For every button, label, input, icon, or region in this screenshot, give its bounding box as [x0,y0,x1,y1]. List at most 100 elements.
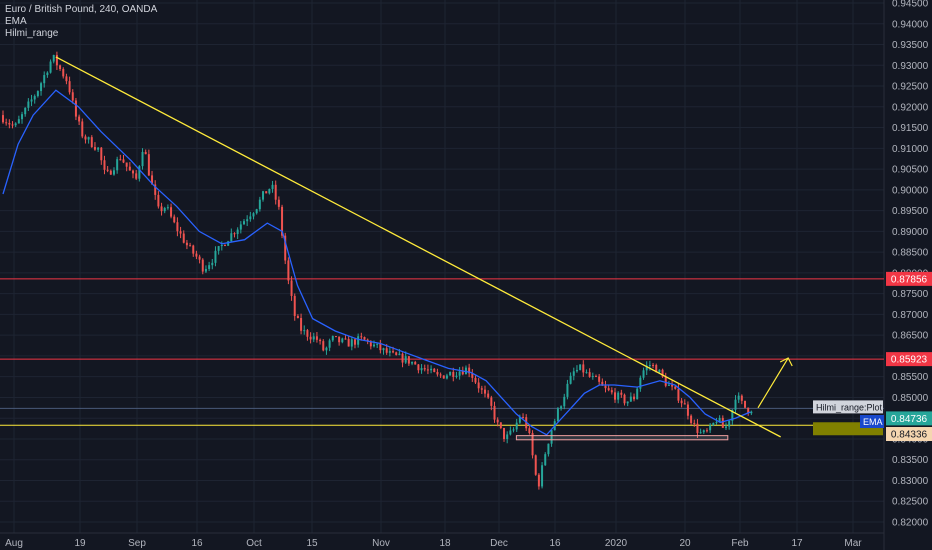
candle-body [623,394,626,404]
candle-body [71,92,74,101]
candle-body [601,381,604,386]
candle-body [686,404,689,416]
candle-body [468,367,471,374]
candle-body [537,474,540,487]
candle-body [100,147,103,161]
ema-price-tag-bg [886,427,932,442]
x-tick-label: Oct [246,538,262,549]
candle-body [268,188,271,194]
candle-body [195,253,198,257]
candle-body [43,75,46,84]
candle-body [750,411,753,414]
hilmi-range-plot-label-upper: Hilmi_range:Plot [813,400,883,414]
candle-body [322,341,325,351]
candle-body [541,465,544,487]
candle-body [262,191,265,200]
candle-body [572,371,575,376]
candle-body [239,224,242,230]
candle-body [633,396,636,400]
candle-body [338,336,341,343]
candle-body [369,341,372,347]
candle-body [655,365,658,373]
candle-body [594,376,597,378]
candle-body [652,364,655,366]
candle-body [353,339,356,345]
candle-body [246,219,249,222]
x-tick-label: 15 [306,538,318,549]
candle-body [480,388,483,390]
candle-body [617,392,620,400]
candle-body [620,392,623,395]
candle-body [11,124,14,126]
candle-body [579,364,582,370]
ema-series-label-text: EMA [863,417,883,427]
candle-body [515,422,518,430]
candle-body [392,351,395,353]
candle-body [556,408,559,422]
candle-body [671,384,674,387]
y-tick-label: 0.90500 [892,165,929,176]
candle-body [667,384,670,386]
candle-body [626,401,629,404]
y-tick-label: 0.85500 [892,372,929,383]
candle-body [709,425,712,431]
candle-body [144,151,147,155]
ema-legend-label[interactable]: EMA [5,16,27,27]
candle-body [230,233,233,242]
candle-body [449,371,452,376]
candle-body [496,419,499,423]
candle-body [157,194,160,207]
candle-body [718,417,721,423]
hilmi-range-plot-label-upper-bg [813,400,883,414]
candle-body [499,422,502,428]
candle-body [645,365,648,371]
candle-body [664,376,667,386]
candle-body [614,392,617,400]
x-tick-label: Sep [128,538,146,549]
candle-body [569,375,572,384]
candle-body [747,407,750,414]
candle-body [455,375,458,377]
x-tick-label: 2020 [605,538,628,549]
hilmi-range-legend-label[interactable]: Hilmi_range [5,28,59,39]
candle-body [461,371,464,375]
candle-body [582,364,585,373]
y-tick-label: 0.87500 [892,289,929,300]
candle-body [182,233,185,243]
candle-body [379,343,382,351]
ema-price-tag-text: 0.84336 [891,430,928,441]
y-tick-label: 0.88500 [892,248,929,259]
candle-body [604,385,607,389]
symbol-title[interactable]: Euro / British Pound, 240, OANDA [5,4,158,15]
forecast-arrow-head [779,357,793,367]
candles-group [2,51,753,490]
candle-body [690,415,693,423]
candle-body [648,364,651,366]
candle-body [458,371,461,376]
candle-body [293,295,296,316]
candle-body [173,216,176,223]
candle-body [588,372,591,377]
x-tick-label: Aug [5,538,23,549]
candle-body [439,374,442,376]
candle-body [423,368,426,370]
candle-body [271,184,274,189]
candle-body [179,231,182,234]
candle-body [388,351,391,353]
ema-line [2,89,751,436]
candle-body [642,370,645,378]
candle-body [445,375,448,379]
downtrend-line [55,56,781,438]
candle-body [629,396,632,402]
candle-body [249,216,252,220]
candle-body [217,246,220,251]
candle-body [715,422,718,424]
y-tick-label: 0.83000 [892,476,929,487]
candle-body [560,406,563,409]
candle-body [236,229,239,235]
resistance-price-tag-bg [886,271,932,286]
y-tick-label: 0.94500 [892,0,929,10]
candle-body [344,338,347,340]
candle-body [683,403,686,405]
